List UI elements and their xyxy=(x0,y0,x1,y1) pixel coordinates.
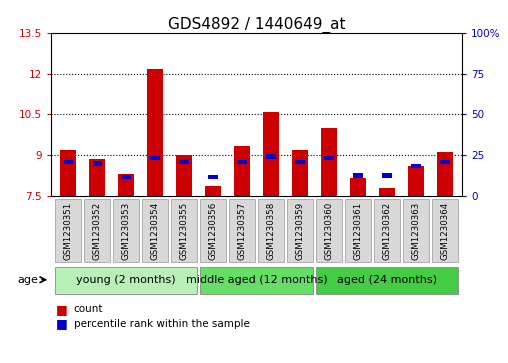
Title: GDS4892 / 1440649_at: GDS4892 / 1440649_at xyxy=(168,16,345,33)
Bar xyxy=(266,154,276,159)
Bar xyxy=(92,161,102,166)
FancyBboxPatch shape xyxy=(287,199,313,262)
Bar xyxy=(263,112,279,196)
Text: aged (24 months): aged (24 months) xyxy=(337,275,437,285)
Bar xyxy=(440,160,450,164)
Bar xyxy=(208,175,218,179)
Text: GSM1230355: GSM1230355 xyxy=(180,201,188,260)
FancyBboxPatch shape xyxy=(55,199,81,262)
Bar xyxy=(411,164,421,168)
Text: GSM1230364: GSM1230364 xyxy=(440,201,450,260)
Text: middle aged (12 months): middle aged (12 months) xyxy=(186,275,327,285)
Bar xyxy=(118,174,134,196)
Bar xyxy=(89,159,105,196)
Text: GSM1230363: GSM1230363 xyxy=(411,201,421,260)
Bar xyxy=(179,160,189,164)
Bar xyxy=(383,174,392,178)
Text: GSM1230361: GSM1230361 xyxy=(354,201,363,260)
Text: GSM1230362: GSM1230362 xyxy=(383,201,392,260)
Text: GSM1230357: GSM1230357 xyxy=(238,201,246,260)
FancyBboxPatch shape xyxy=(55,266,197,294)
Bar xyxy=(354,174,363,178)
Text: GSM1230358: GSM1230358 xyxy=(267,201,275,260)
FancyBboxPatch shape xyxy=(316,266,458,294)
FancyBboxPatch shape xyxy=(113,199,139,262)
Text: GSM1230354: GSM1230354 xyxy=(150,201,160,260)
Text: GSM1230359: GSM1230359 xyxy=(296,201,304,260)
Bar xyxy=(437,152,453,196)
Bar xyxy=(295,160,305,164)
FancyBboxPatch shape xyxy=(345,199,371,262)
Text: GSM1230360: GSM1230360 xyxy=(325,201,333,260)
Text: young (2 months): young (2 months) xyxy=(76,275,176,285)
Bar xyxy=(237,160,247,164)
Bar xyxy=(234,146,250,196)
FancyBboxPatch shape xyxy=(403,199,429,262)
Text: GSM1230356: GSM1230356 xyxy=(209,201,217,260)
FancyBboxPatch shape xyxy=(84,199,110,262)
Bar xyxy=(205,187,221,196)
Text: age: age xyxy=(17,275,38,285)
Text: count: count xyxy=(74,304,103,314)
Text: GSM1230353: GSM1230353 xyxy=(121,201,131,260)
Bar xyxy=(150,156,160,160)
Text: ■: ■ xyxy=(56,317,68,330)
FancyBboxPatch shape xyxy=(142,199,168,262)
Text: GSM1230351: GSM1230351 xyxy=(64,201,73,260)
FancyBboxPatch shape xyxy=(258,199,284,262)
FancyBboxPatch shape xyxy=(316,199,342,262)
Bar xyxy=(64,160,73,164)
Bar xyxy=(324,156,334,160)
Bar xyxy=(60,150,76,196)
Bar xyxy=(176,155,192,196)
Text: GSM1230352: GSM1230352 xyxy=(92,201,102,260)
FancyBboxPatch shape xyxy=(432,199,458,262)
Text: percentile rank within the sample: percentile rank within the sample xyxy=(74,319,249,329)
Bar xyxy=(408,166,424,196)
FancyBboxPatch shape xyxy=(171,199,197,262)
FancyBboxPatch shape xyxy=(374,199,400,262)
Bar xyxy=(350,178,366,196)
FancyBboxPatch shape xyxy=(200,266,313,294)
Bar xyxy=(147,69,163,196)
Bar xyxy=(379,188,395,196)
Bar xyxy=(321,128,337,196)
FancyBboxPatch shape xyxy=(200,199,226,262)
Bar xyxy=(121,175,131,179)
Bar xyxy=(292,150,308,196)
FancyBboxPatch shape xyxy=(229,199,255,262)
Text: ■: ■ xyxy=(56,303,68,315)
